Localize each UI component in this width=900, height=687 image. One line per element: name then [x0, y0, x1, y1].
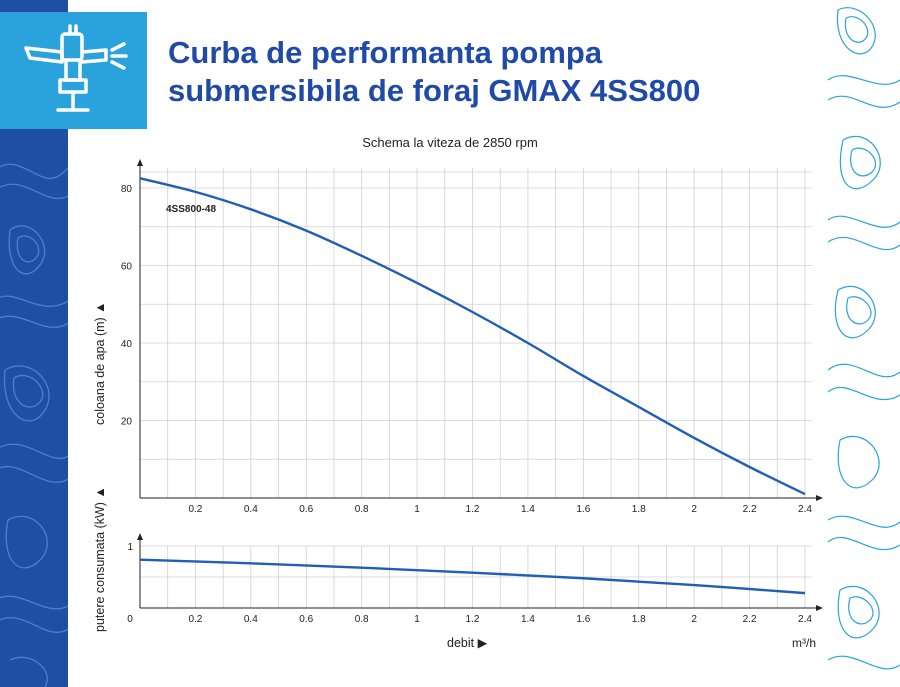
tick-labels: 0.2 0.4 0.6 0.8 1 1.2 1.4 1.6 1.8 2 2.2 2.420406080…	[121, 184, 813, 625]
x-tick-label: 0.6	[299, 504, 313, 515]
x-tick-label: 1.6	[576, 614, 590, 625]
x-tick-label: 1.8	[632, 614, 646, 625]
power-curve	[139, 558, 806, 595]
debit-unit-label: m³/h	[792, 636, 816, 650]
power-x-arrow	[816, 605, 823, 611]
y-tick-label: 1	[127, 542, 133, 553]
x-tick-label: 0.2	[188, 614, 202, 625]
topographic-pattern-right	[828, 7, 900, 670]
x-tick-label: 1.2	[466, 614, 480, 625]
topographic-pattern-left	[0, 163, 68, 687]
page-title: Curba de performanta pompa submersibila …	[168, 34, 808, 110]
x-tick-label: 0	[127, 614, 133, 625]
x-tick-label: 1.2	[466, 504, 480, 515]
sprinkler-icon	[24, 24, 128, 112]
power-y-arrow	[137, 533, 143, 540]
chart-axes	[137, 159, 823, 611]
right-decorative-band	[828, 0, 900, 687]
x-tick-label: 0.4	[244, 614, 258, 625]
x-tick-label: 2.4	[798, 614, 812, 625]
power-chart-grid	[140, 545, 812, 608]
y-tick-label: 40	[121, 339, 133, 350]
x-tick-label: 1	[414, 504, 420, 515]
chart-title: Schema la viteza de 2850 rpm	[362, 135, 538, 150]
logo-box	[0, 12, 147, 129]
x-tick-label: 1.6	[576, 504, 590, 515]
power-axis-label: putere consumata (kW) ▲	[93, 486, 107, 632]
x-tick-label: 0.8	[355, 504, 369, 515]
x-tick-label: 2.2	[743, 504, 757, 515]
x-tick-label: 0.2	[188, 504, 202, 515]
y-tick-label: 60	[121, 262, 133, 273]
title-line-1: Curba de performanta pompa	[168, 35, 603, 70]
title-line-2: submersibila de foraj GMAX 4SS800	[168, 73, 701, 108]
head-chart-grid	[140, 168, 812, 498]
x-tick-label: 1.4	[521, 504, 535, 515]
x-tick-label: 1	[414, 614, 420, 625]
x-tick-label: 0.6	[299, 614, 313, 625]
head-x-arrow	[816, 495, 823, 501]
head-curve-4ss800-48	[139, 177, 806, 496]
head-axis-label: coloana de apa (m) ▲	[93, 301, 107, 425]
x-tick-label: 0.8	[355, 614, 369, 625]
x-tick-label: 2.4	[798, 504, 812, 515]
y-tick-label: 20	[121, 417, 133, 428]
x-tick-label: 2	[691, 614, 697, 625]
x-tick-label: 2	[691, 504, 697, 515]
x-tick-label: 1.4	[521, 614, 535, 625]
series-label: 4SS800-48	[166, 204, 216, 215]
debit-axis-label: debit ▶	[447, 636, 488, 650]
x-tick-label: 1.8	[632, 504, 646, 515]
head-y-arrow	[137, 159, 143, 166]
x-tick-label: 2.2	[743, 614, 757, 625]
x-tick-label: 0.4	[244, 504, 258, 515]
chart-curves	[139, 177, 806, 595]
y-tick-label: 80	[121, 184, 133, 195]
